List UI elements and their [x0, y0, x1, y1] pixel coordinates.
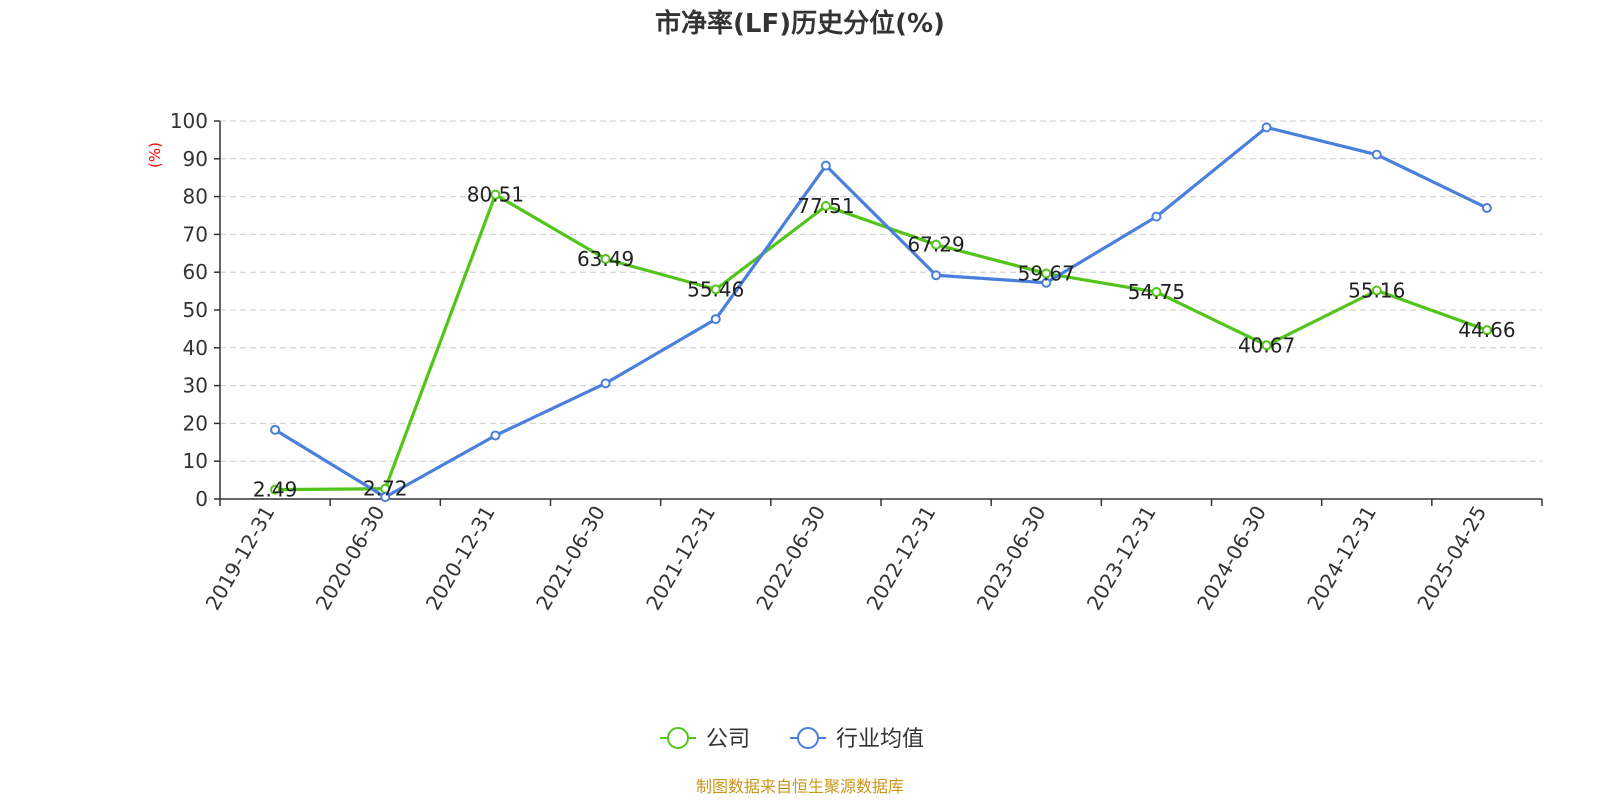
- y-tick-label: 60: [183, 260, 208, 284]
- data-labels-layer: 2.49 2.72 80.51 63.49 55.46 77.51 67.29 59.67 54…: [253, 183, 1516, 502]
- series-1-point: [1371, 149, 1382, 160]
- y-tick-label: 30: [183, 374, 208, 398]
- series-layer: [270, 122, 1492, 503]
- y-tick-label: 40: [183, 336, 208, 360]
- source-note: 制图数据来自恒生聚源数据库: [696, 777, 904, 796]
- legend: 公司 行业均值: [660, 727, 924, 752]
- x-tick-label: 2019-12-31: [201, 502, 280, 615]
- series-0-point: [1371, 285, 1382, 296]
- y-tick-label: 70: [183, 222, 208, 246]
- series-0-point: [270, 484, 281, 495]
- data-label: 77.51: [797, 194, 854, 218]
- data-label: 59.67: [1018, 261, 1075, 285]
- data-label: 80.51: [467, 183, 524, 207]
- series-1-point: [710, 314, 721, 325]
- data-label: 54.75: [1128, 280, 1185, 304]
- y-axis-unit-label: (%): [146, 142, 164, 168]
- legend-swatch-marker: [797, 727, 819, 749]
- series-1-point: [490, 430, 501, 441]
- data-label: 67.29: [907, 233, 964, 257]
- series-1-point: [1041, 277, 1052, 288]
- series-1-point: [820, 160, 831, 171]
- x-tick-label: 2022-06-30: [751, 502, 830, 615]
- series-1-point: [1481, 202, 1492, 213]
- legend-label: 公司: [706, 727, 750, 752]
- legend-label: 行业均值: [836, 727, 924, 752]
- series-1-point: [380, 492, 391, 503]
- data-label: 40.67: [1238, 333, 1295, 357]
- series-1-point: [931, 270, 942, 281]
- series-0-point: [710, 284, 721, 295]
- series-0-point: [931, 239, 942, 250]
- series-0-point: [1481, 325, 1492, 336]
- legend-swatch-marker: [667, 727, 689, 749]
- y-tick-label: 10: [183, 449, 208, 473]
- x-tick-label: 2021-12-31: [641, 502, 720, 615]
- x-tick-label: 2020-06-30: [311, 502, 390, 615]
- x-tick-label: 2024-06-30: [1192, 502, 1271, 615]
- x-tick-label: 2025-04-25: [1412, 502, 1491, 615]
- chart-title: 市净率(LF)历史分位(%): [655, 8, 945, 39]
- x-tick-label: 2023-06-30: [972, 502, 1051, 615]
- series-1-point: [600, 378, 611, 389]
- data-label: 2.72: [363, 477, 408, 501]
- data-label: 44.66: [1458, 318, 1515, 342]
- x-tick-label: 2020-12-31: [421, 501, 500, 614]
- y-tick-label: 100: [170, 109, 208, 133]
- series-0-point: [1151, 287, 1162, 298]
- x-tick-label: 2022-12-31: [862, 501, 941, 614]
- series-0-point: [820, 201, 831, 212]
- y-tick-label: 90: [183, 147, 208, 171]
- y-tick-label: 50: [183, 298, 208, 322]
- data-label: 2.49: [253, 478, 298, 502]
- series-line-0: [275, 193, 1488, 492]
- grid-layer: [220, 120, 1542, 462]
- x-tick-label: 2024-12-31: [1302, 502, 1381, 615]
- x-tick-label: 2021-06-30: [531, 502, 610, 615]
- axes-layer: 0 10 20 30 40 50 60 70 80 90 100 2019-12-31 2020-06-…: [170, 109, 1543, 615]
- data-label: 55.16: [1348, 278, 1405, 302]
- series-1-point: [270, 424, 281, 435]
- x-tick-label: 2023-12-31: [1082, 502, 1161, 615]
- data-label: 55.46: [687, 277, 744, 301]
- series-0-point: [490, 189, 501, 200]
- series-line-1: [274, 125, 1488, 499]
- data-label: 63.49: [577, 247, 634, 271]
- series-1-point: [1151, 211, 1162, 222]
- series-0-point: [1041, 268, 1052, 279]
- series-1-point: [1261, 122, 1272, 133]
- series-0-point: [1261, 340, 1272, 351]
- y-tick-label: 80: [183, 185, 208, 209]
- y-tick-label: 0: [195, 487, 208, 511]
- y-tick-label: 20: [183, 411, 208, 435]
- series-0-point: [600, 254, 611, 265]
